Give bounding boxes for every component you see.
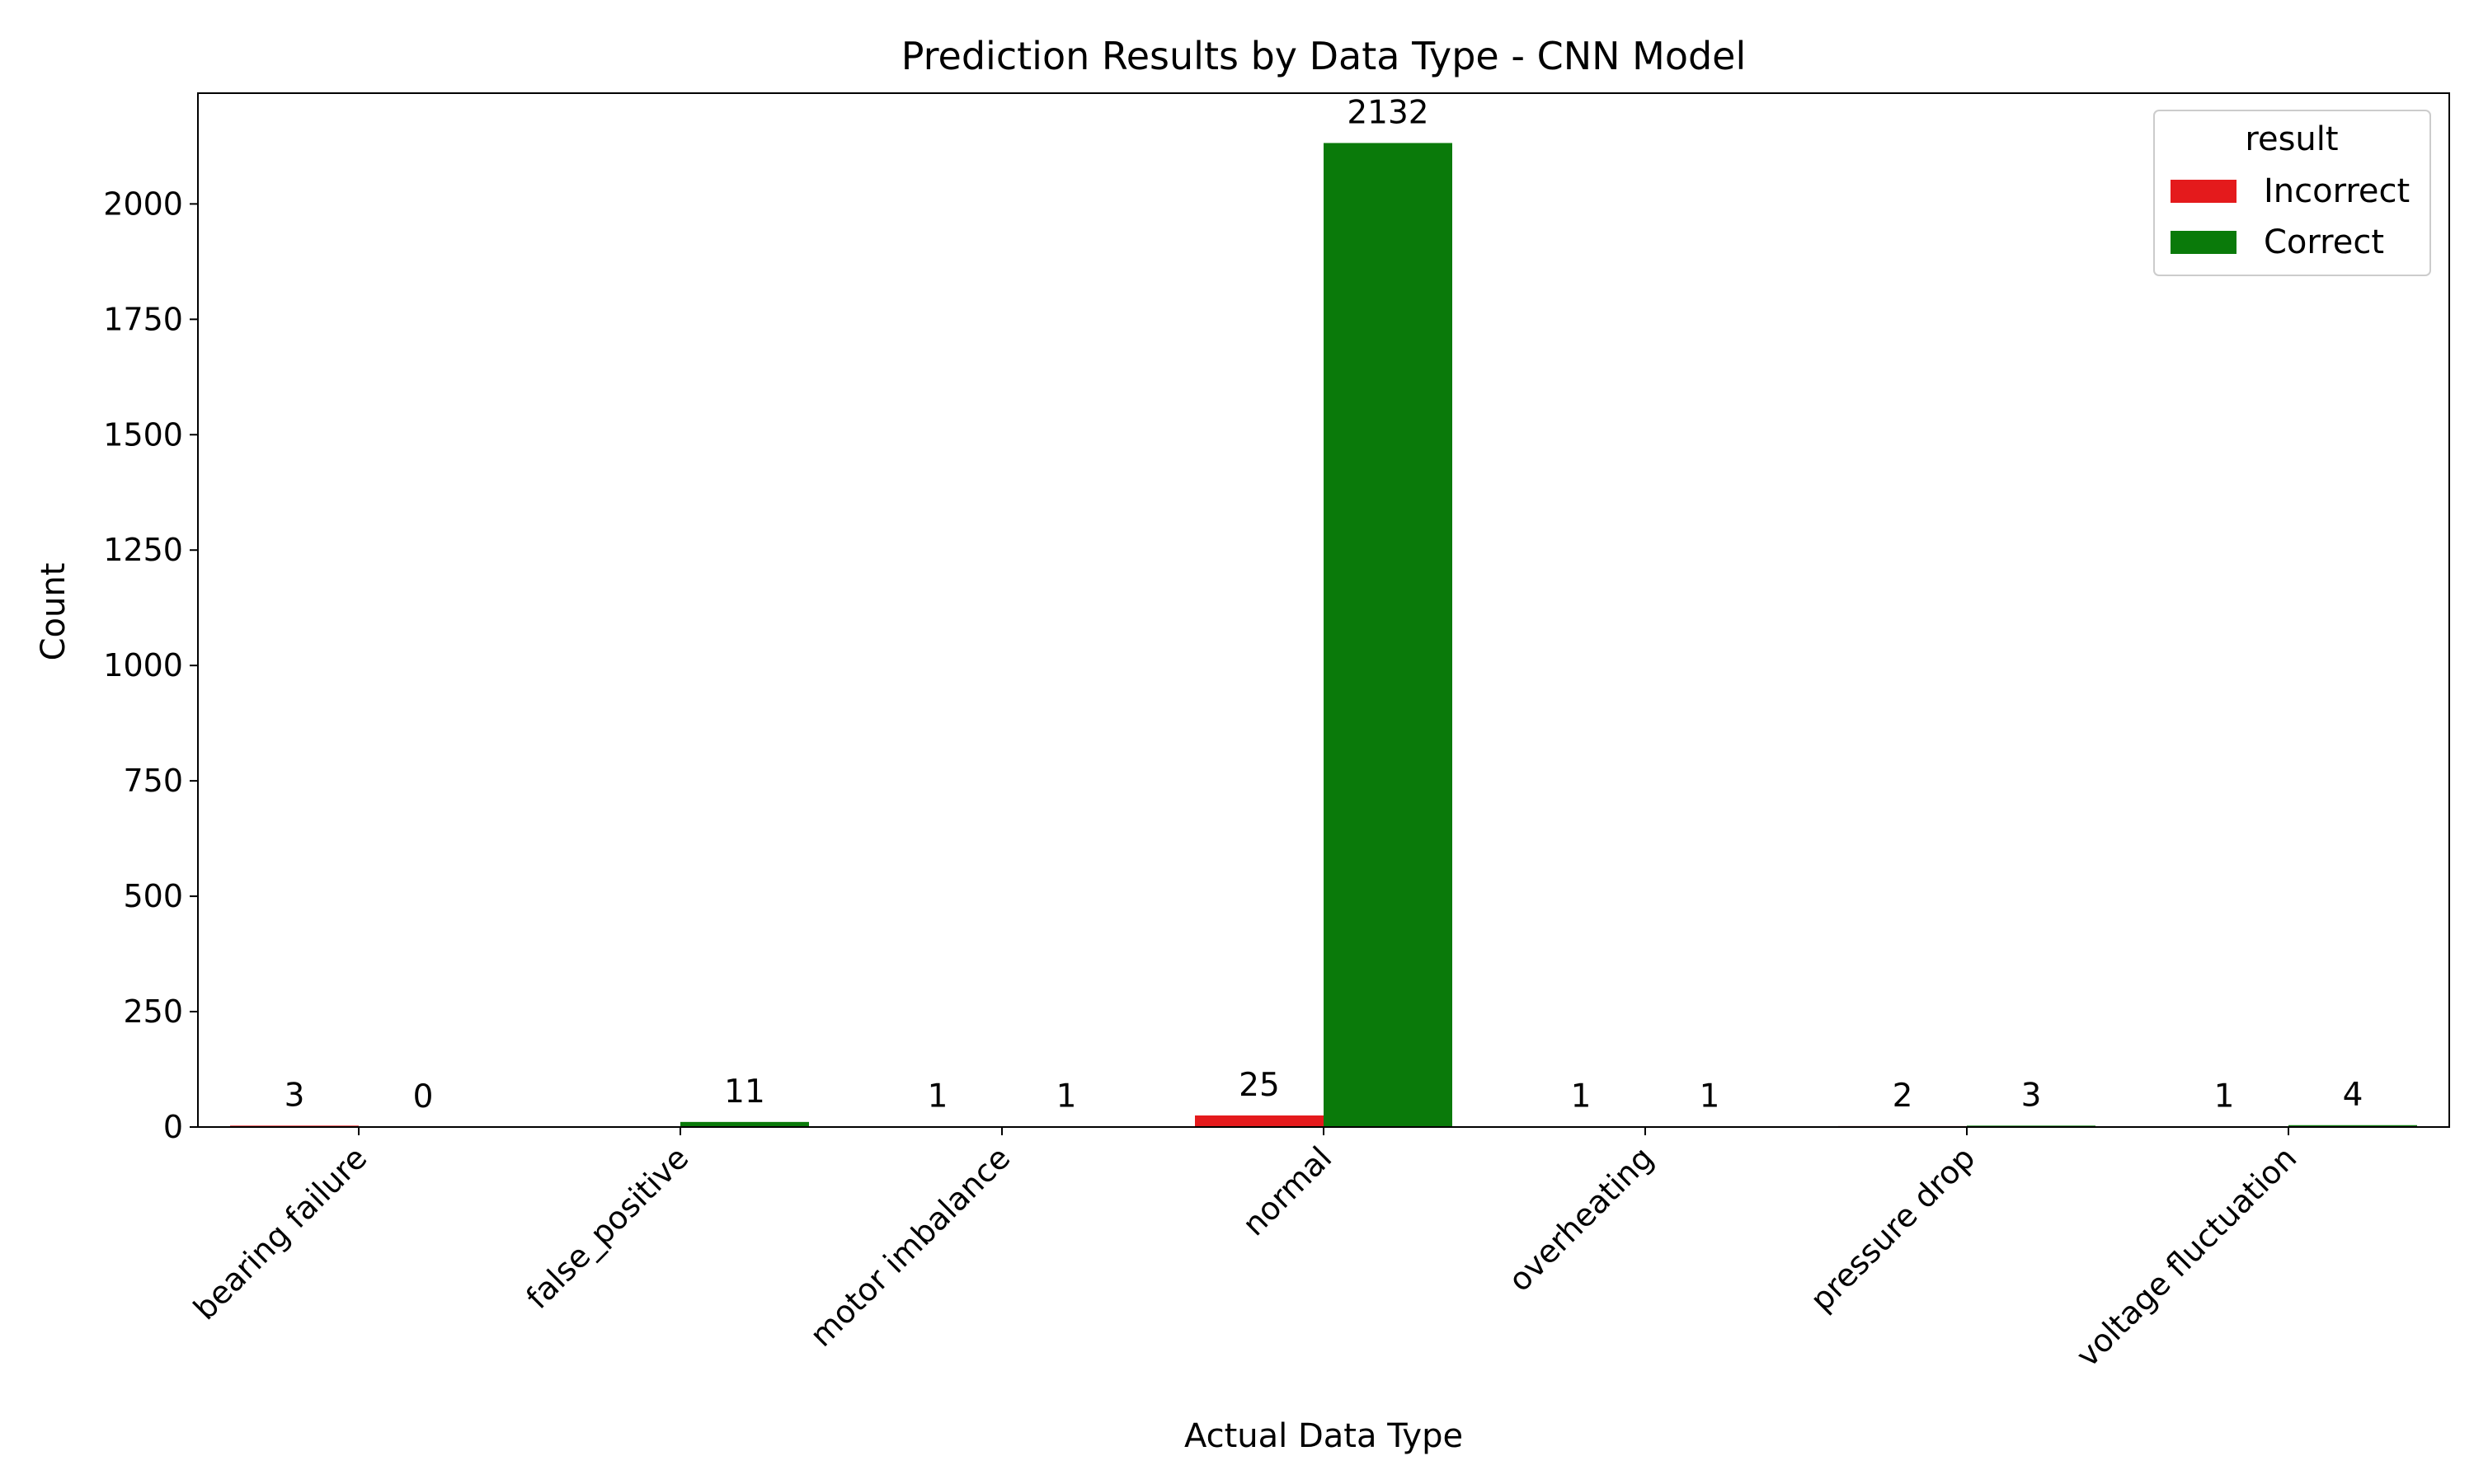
bar-label-incorrect-4: 1 <box>1571 1078 1592 1115</box>
legend: result Incorrect Correct <box>2153 110 2431 276</box>
bar-correct-3 <box>1324 143 1452 1128</box>
legend-title: result <box>2245 120 2338 158</box>
axes-frame <box>197 92 2450 1128</box>
bar-label-incorrect-5: 2 <box>1893 1078 1913 1115</box>
y-tick-label-2: 500 <box>123 878 183 914</box>
bar-label-incorrect-0: 3 <box>285 1077 305 1114</box>
y-axis-label: Count <box>35 563 73 661</box>
bar-label-incorrect-2: 1 <box>928 1078 948 1115</box>
y-tick-label-4: 1000 <box>103 647 183 683</box>
bar-label-correct-0: 0 <box>413 1078 434 1115</box>
legend-swatch-correct <box>2171 231 2236 254</box>
y-tick-label-1: 250 <box>123 993 183 1030</box>
bar-label-incorrect-3: 25 <box>1239 1067 1280 1104</box>
bar-label-correct-6: 4 <box>2343 1077 2363 1114</box>
bar-label-incorrect-6: 1 <box>2214 1078 2235 1115</box>
y-tick-label-0: 0 <box>163 1109 183 1145</box>
y-tick-label-8: 2000 <box>103 186 183 222</box>
bar-label-correct-5: 3 <box>2021 1077 2042 1114</box>
y-tick-label-3: 750 <box>123 763 183 799</box>
bar-label-correct-2: 1 <box>1056 1078 1077 1115</box>
bar-correct-6 <box>2288 1125 2417 1127</box>
chart-title: Prediction Results by Data Type - CNN Mo… <box>901 34 1747 78</box>
y-tick-label-7: 1750 <box>103 301 183 337</box>
bar-label-correct-3: 2132 <box>1347 94 1428 131</box>
legend-entry-incorrect: Incorrect <box>2264 172 2410 210</box>
legend-swatch-incorrect <box>2171 180 2236 203</box>
bar-label-correct-1: 11 <box>724 1073 765 1111</box>
bar-incorrect-3 <box>1195 1115 1324 1127</box>
bar-label-correct-4: 1 <box>1700 1078 1720 1115</box>
legend-entry-correct: Correct <box>2264 223 2384 261</box>
y-tick-label-6: 1500 <box>103 416 183 453</box>
y-tick-label-5: 1250 <box>103 532 183 568</box>
x-axis-label: Actual Data Type <box>1184 1417 1463 1455</box>
bar-correct-1 <box>680 1121 809 1127</box>
